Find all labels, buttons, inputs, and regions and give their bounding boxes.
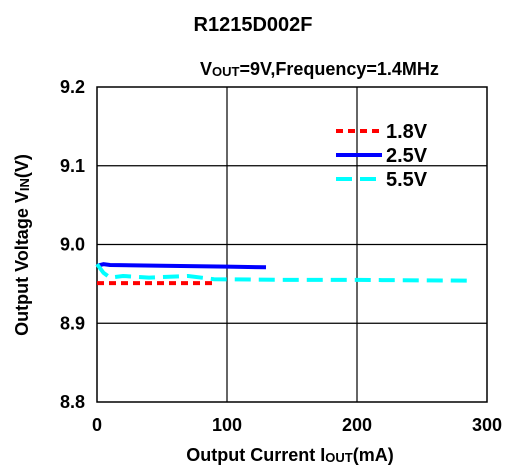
x-axis-label-subscript: OUT [325,450,353,465]
y-tick-label: 8.9 [60,313,85,333]
y-tick-label: 9.2 [60,77,85,97]
x-axis-label-prefix: Output Current I [186,445,325,465]
legend-label: 5.5V [386,169,428,191]
y-axis-label-suffix: (V) [12,154,32,178]
x-tick-label: 300 [472,415,502,435]
legend-label: 1.8V [386,121,428,143]
y-axis-label-prefix: Output Voltage V [12,191,32,336]
chart-title: R1215D002F [194,14,313,36]
subtitle-v-subscript: OUT [212,64,240,79]
y-tick-label: 9.0 [60,235,85,255]
series-layer [95,262,475,286]
x-axis-label: Output Current IOUT(mA) [186,445,393,465]
subtitle-v: V [200,59,212,79]
ticks-layer: 0 100 200 300 8.8 8.9 9.0 9.1 9.2 [60,77,502,435]
y-tick-label: 9.1 [60,156,85,176]
grid-layer [96,86,488,403]
x-tick-label: 0 [92,415,102,435]
subtitle-rest: =9V,Frequency=1.4MHz [239,59,438,79]
y-axis-label: Output Voltage VIN(V) [12,154,32,336]
series-line-5-5V [95,262,475,283]
x-tick-label: 100 [212,415,242,435]
chart-subtitle: VOUT=9V,Frequency=1.4MHz [200,59,439,79]
series-line-2-5V [96,262,267,270]
y-axis-label-subscript: IN [17,178,32,191]
y-tick-label: 8.8 [60,392,85,412]
legend-label: 2.5V [386,145,428,167]
x-axis-label-suffix: (mA) [353,445,394,465]
legend: 1.8V2.5V5.5V [336,121,428,191]
x-tick-label: 200 [342,415,372,435]
